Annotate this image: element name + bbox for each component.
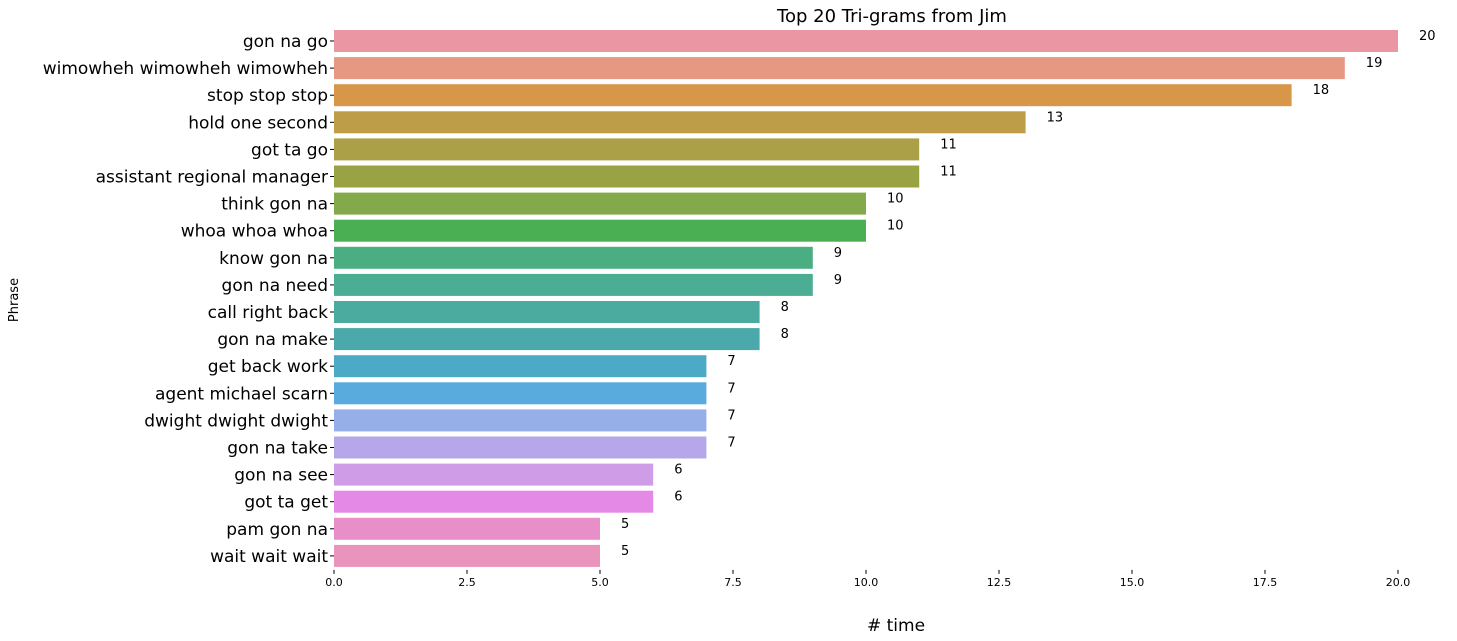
category-labels: gon na go wimowheh wimowheh wimowheh stop …	[43, 32, 329, 567]
value-label: 10	[887, 219, 904, 234]
bar-10	[334, 301, 760, 323]
x-tick-label: 17.5	[1253, 576, 1278, 589]
category-label: assistant regional manager	[96, 168, 328, 188]
value-label: 6	[674, 463, 682, 478]
bar-6	[334, 192, 866, 215]
bar-14	[334, 409, 707, 432]
category-label: wait wait wait	[210, 547, 328, 567]
bar-17	[334, 490, 654, 513]
bar-7	[334, 219, 866, 242]
bar-4	[334, 138, 920, 161]
category-label: get back work	[208, 357, 328, 377]
bar-8	[334, 246, 813, 269]
category-label: got ta get	[244, 493, 328, 513]
chart-title: Top 20 Tri-grams from Jim	[776, 6, 1007, 27]
value-label: 11	[940, 165, 957, 180]
category-label: gon na make	[217, 330, 328, 350]
x-tick-label: 2.5	[458, 576, 476, 589]
value-label: 19	[1366, 56, 1383, 71]
category-label: whoa whoa whoa	[181, 222, 328, 242]
category-label: know gon na	[219, 249, 328, 269]
bar-3	[334, 111, 1026, 134]
x-axis: 0.0 2.5 5.0 7.5 10.0 12.5 15.0 17.5 20.0	[325, 40, 1411, 589]
value-label: 7	[727, 354, 735, 369]
category-label: gon na take	[227, 439, 328, 459]
category-label: pam gon na	[226, 520, 328, 540]
category-label: hold one second	[188, 113, 328, 133]
category-label: stop stop stop	[207, 86, 328, 106]
value-label: 9	[834, 246, 842, 261]
bar-5	[334, 165, 920, 188]
category-label: call right back	[208, 303, 329, 323]
x-tick-label: 10.0	[854, 576, 879, 589]
value-label: 18	[1313, 83, 1330, 98]
bar-15	[334, 436, 707, 459]
category-label: gon na see	[234, 466, 328, 486]
value-label: 11	[940, 137, 957, 152]
x-tick-label: 20.0	[1386, 576, 1411, 589]
bar-9	[334, 273, 813, 296]
category-label: gon na need	[222, 276, 328, 296]
value-labels: 20 19 18 13 11 11 10 10 9 9 8 8 7 7 7 7 6 6 5 5	[621, 29, 1436, 559]
y-axis-label: Phrase	[7, 278, 22, 322]
bars-group	[334, 30, 1398, 567]
bar-0	[334, 30, 1398, 52]
x-tick-label: 0.0	[325, 576, 343, 589]
bar-2	[334, 84, 1292, 107]
category-label: agent michael scarn	[155, 384, 328, 404]
x-tick-label: 15.0	[1120, 576, 1145, 589]
value-label: 6	[674, 490, 682, 505]
category-label: got ta go	[251, 140, 328, 160]
bar-16	[334, 463, 654, 486]
category-label: dwight dwight dwight	[144, 411, 328, 431]
bar-11	[334, 328, 760, 351]
category-label: think gon na	[221, 195, 328, 215]
value-label: 8	[781, 300, 789, 315]
category-label: wimowheh wimowheh wimowheh	[43, 59, 328, 79]
bar-1	[334, 57, 1345, 80]
x-tick-label: 5.0	[591, 576, 609, 589]
value-label: 7	[727, 408, 735, 423]
value-label: 8	[781, 327, 789, 342]
value-label: 5	[621, 517, 629, 532]
value-label: 13	[1047, 110, 1064, 125]
x-tick-label: 12.5	[987, 576, 1012, 589]
bar-13	[334, 382, 707, 405]
x-axis-label: # time	[867, 616, 925, 636]
value-label: 7	[727, 381, 735, 396]
value-label: 5	[621, 544, 629, 559]
x-tick-label: 7.5	[724, 576, 742, 589]
bar-18	[334, 517, 600, 540]
value-label: 10	[887, 192, 904, 207]
category-label: gon na go	[243, 32, 328, 52]
bar-19	[334, 544, 600, 567]
value-label: 7	[727, 436, 735, 451]
value-label: 20	[1419, 29, 1436, 44]
value-label: 9	[834, 273, 842, 288]
bar-12	[334, 355, 707, 378]
